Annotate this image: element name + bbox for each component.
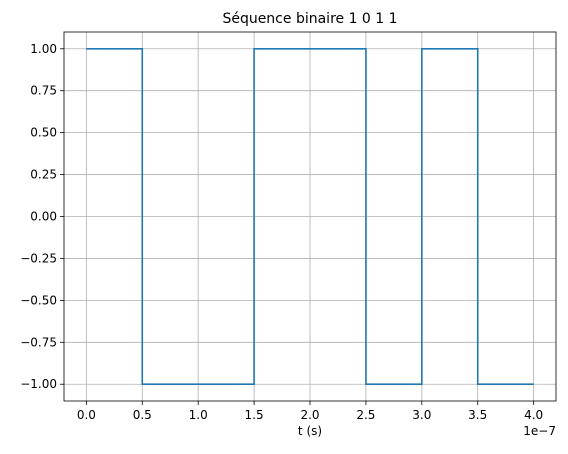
x-tick-label: 3.0 (412, 408, 431, 422)
x-tick-label: 1.0 (189, 408, 208, 422)
x-tick-label: 2.0 (300, 408, 319, 422)
y-tick-label: 0.50 (30, 126, 57, 140)
y-tick-label: −0.75 (20, 335, 57, 349)
x-tick-label: 2.5 (356, 408, 375, 422)
y-tick-label: 0.75 (30, 84, 57, 98)
series-line (86, 47, 534, 386)
x-tick-label: 0.5 (133, 408, 152, 422)
x-axis-ticks: 0.0 0.5 1.0 1.5 2.0 2.5 3.0 3.5 4.0 (77, 401, 543, 422)
y-tick-label: −1.00 (20, 377, 57, 391)
y-axis-ticks: 1.00 0.75 0.50 0.25 0.00 −0.25 −0.50 −0.75 −1.00 (20, 42, 64, 391)
y-tick-label: 1.00 (30, 42, 57, 56)
x-axis-label: t (s) (298, 424, 322, 438)
x-axis-offset-text: 1e−7 (523, 424, 556, 438)
y-tick-label: 0.25 (30, 168, 57, 182)
y-tick-label: 0.00 (30, 210, 57, 224)
series-group (86, 47, 534, 386)
y-tick-label: −0.25 (20, 251, 57, 265)
chart-title: Séquence binaire 1 0 1 1 (222, 11, 397, 27)
x-tick-label: 0.0 (77, 408, 96, 422)
x-tick-label: 3.5 (468, 408, 487, 422)
y-tick-label: −0.50 (20, 293, 57, 307)
x-tick-label: 1.5 (245, 408, 264, 422)
x-tick-label: 4.0 (524, 408, 543, 422)
